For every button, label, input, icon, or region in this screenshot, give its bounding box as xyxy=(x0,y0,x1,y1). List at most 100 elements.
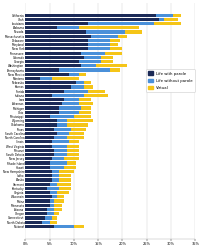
Bar xyxy=(49,115,74,118)
Bar xyxy=(49,166,64,169)
Bar xyxy=(54,208,62,211)
Bar xyxy=(57,124,66,126)
Bar xyxy=(66,149,79,152)
Bar xyxy=(57,26,79,29)
Bar xyxy=(25,119,57,122)
Bar xyxy=(64,166,76,169)
Bar xyxy=(76,81,84,84)
Bar xyxy=(25,187,47,190)
Bar xyxy=(64,98,79,101)
Bar xyxy=(25,183,49,186)
Bar xyxy=(110,47,122,51)
Bar xyxy=(25,115,49,118)
Bar xyxy=(101,60,113,63)
Bar xyxy=(64,90,88,93)
Bar xyxy=(69,140,79,143)
Bar xyxy=(25,149,54,152)
Bar xyxy=(54,204,62,207)
Bar xyxy=(25,170,52,173)
Bar xyxy=(52,144,66,148)
Bar xyxy=(25,178,52,182)
Bar xyxy=(54,136,66,139)
Bar xyxy=(25,81,76,84)
Bar xyxy=(25,77,40,80)
Bar xyxy=(54,225,74,228)
Bar xyxy=(25,153,54,156)
Bar xyxy=(84,81,91,84)
Bar xyxy=(57,183,71,186)
Bar xyxy=(79,102,93,105)
Bar xyxy=(25,64,81,67)
Bar xyxy=(25,73,69,76)
Bar xyxy=(59,111,79,114)
Bar xyxy=(66,153,79,156)
Bar xyxy=(25,85,71,89)
Bar xyxy=(159,18,164,21)
Bar xyxy=(110,43,118,46)
Bar xyxy=(57,195,64,198)
Bar xyxy=(174,13,181,17)
Bar xyxy=(25,90,64,93)
Bar xyxy=(86,30,125,34)
Bar xyxy=(57,191,69,194)
Bar xyxy=(25,199,49,203)
Bar xyxy=(59,107,81,110)
Bar xyxy=(25,107,59,110)
Bar xyxy=(25,195,52,198)
Bar xyxy=(84,56,101,59)
Bar xyxy=(69,132,84,135)
Bar xyxy=(25,136,54,139)
Bar xyxy=(81,52,105,55)
Bar xyxy=(25,204,49,207)
Bar xyxy=(49,199,54,203)
Bar xyxy=(125,30,142,34)
Bar xyxy=(79,73,86,76)
Bar xyxy=(25,35,91,38)
Bar xyxy=(40,77,52,80)
Bar xyxy=(66,161,76,165)
Bar xyxy=(88,22,154,25)
Bar xyxy=(66,144,79,148)
Bar xyxy=(156,13,174,17)
Bar xyxy=(49,191,57,194)
Bar xyxy=(79,111,91,114)
Bar xyxy=(54,212,59,215)
Bar xyxy=(52,195,57,198)
Bar xyxy=(25,111,59,114)
Bar xyxy=(154,22,181,25)
Bar xyxy=(25,13,156,17)
Bar xyxy=(66,136,84,139)
Bar xyxy=(25,208,47,211)
Bar xyxy=(25,225,54,228)
Bar xyxy=(25,212,47,215)
Bar xyxy=(25,47,88,51)
Bar xyxy=(110,68,120,72)
Bar xyxy=(49,204,54,207)
Bar xyxy=(88,47,110,51)
Bar xyxy=(69,73,79,76)
Bar xyxy=(54,153,66,156)
Bar xyxy=(52,216,57,220)
Bar xyxy=(45,216,52,220)
Bar xyxy=(25,30,86,34)
Bar xyxy=(52,178,59,182)
Bar xyxy=(25,56,84,59)
Bar xyxy=(81,64,96,67)
Bar xyxy=(64,157,79,160)
Bar xyxy=(79,60,101,63)
Bar xyxy=(25,18,159,21)
Bar xyxy=(164,18,178,21)
Bar xyxy=(57,132,69,135)
Bar xyxy=(52,170,59,173)
Bar xyxy=(25,60,79,63)
Bar xyxy=(59,68,110,72)
Bar xyxy=(25,43,88,46)
Bar xyxy=(25,124,57,126)
Bar xyxy=(52,77,79,80)
Bar xyxy=(25,22,88,25)
Bar xyxy=(59,187,71,190)
Bar xyxy=(25,94,52,97)
Bar xyxy=(79,26,139,29)
Bar xyxy=(52,157,64,160)
Bar xyxy=(91,35,118,38)
